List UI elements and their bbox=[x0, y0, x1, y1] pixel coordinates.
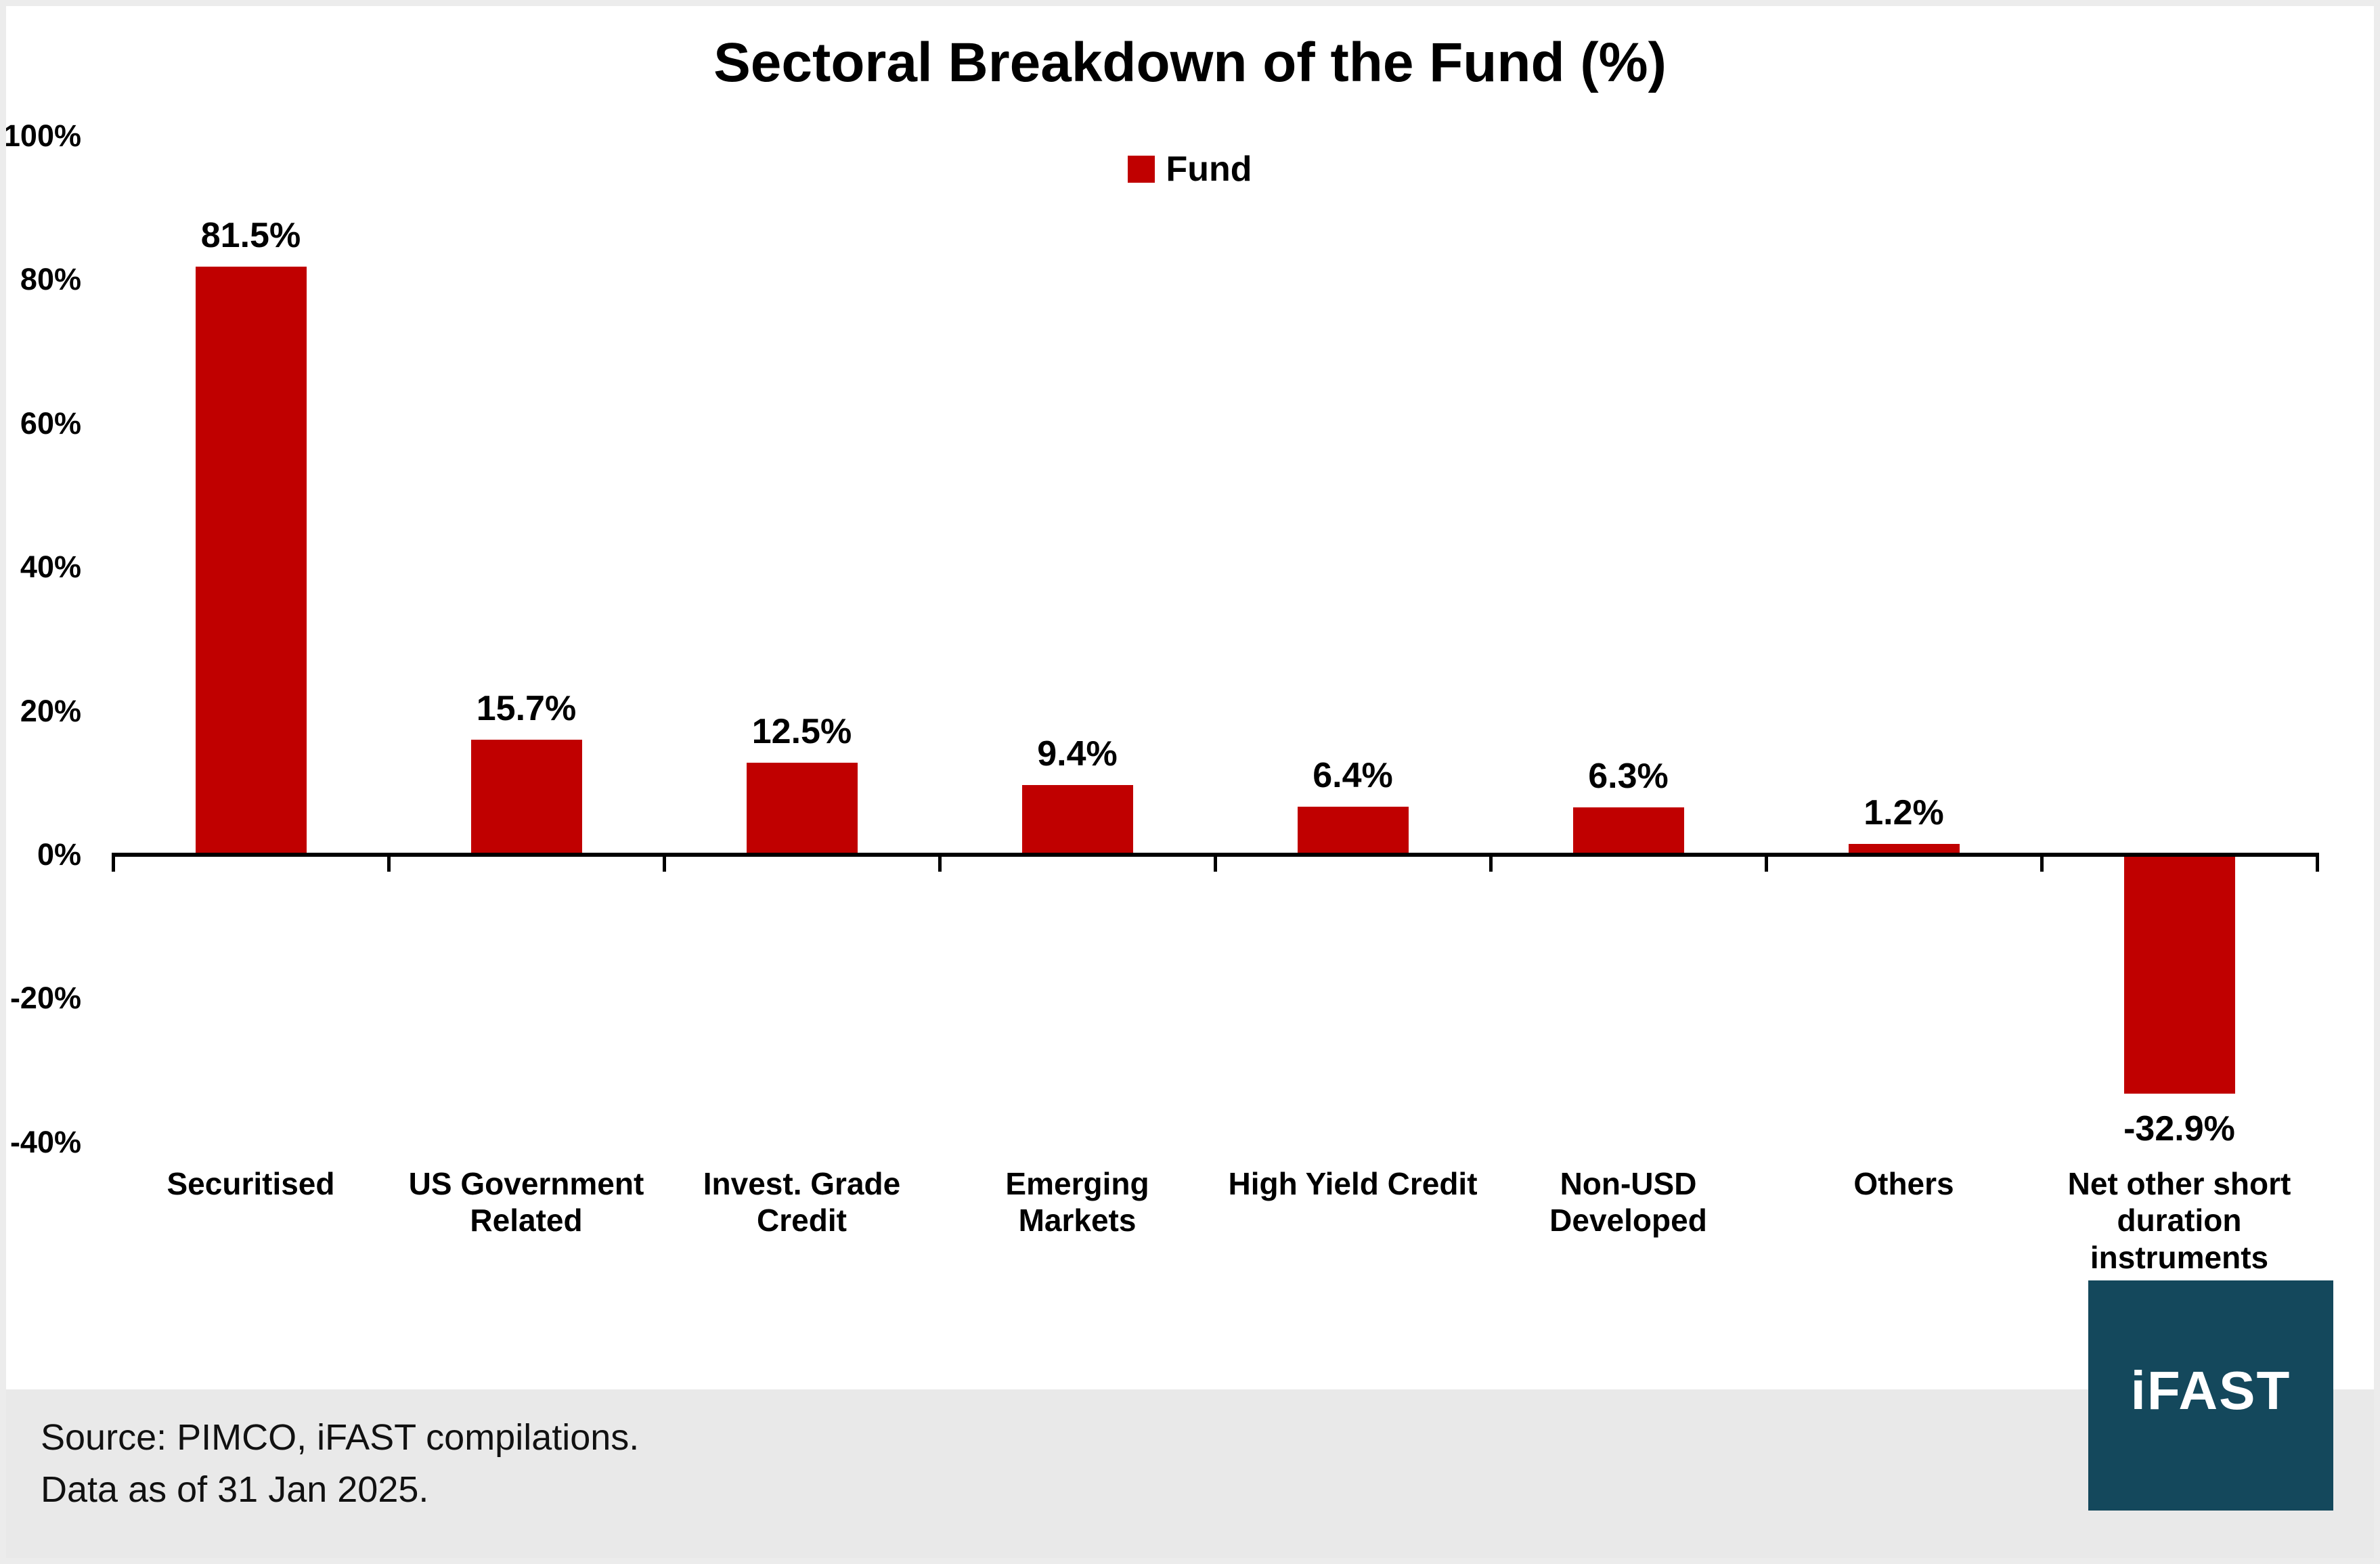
source-block: Source: PIMCO, iFAST compilations. Data … bbox=[41, 1412, 639, 1515]
ifast-logo: iFAST bbox=[2088, 1280, 2333, 1511]
y-axis-tick-label: 40% bbox=[20, 550, 81, 585]
x-axis-tick bbox=[1489, 853, 1493, 872]
y-axis-tick-label: 100% bbox=[3, 118, 81, 153]
bar bbox=[1297, 807, 1409, 853]
y-axis-tick-label: 60% bbox=[20, 405, 81, 441]
bar-value-label: 1.2% bbox=[1864, 793, 1944, 833]
x-axis-tick bbox=[2315, 853, 2319, 872]
bar bbox=[1021, 785, 1133, 853]
bar bbox=[470, 740, 582, 853]
category-label: Net other short duration instruments bbox=[2067, 1166, 2291, 1275]
bar-value-label: 6.3% bbox=[1588, 757, 1669, 797]
bar-value-label: -32.9% bbox=[2123, 1109, 2235, 1148]
y-axis-tick-label: -20% bbox=[9, 981, 81, 1016]
x-axis-tick bbox=[662, 853, 666, 872]
x-axis-tick bbox=[111, 853, 115, 872]
bar-value-label: 6.4% bbox=[1313, 756, 1393, 795]
legend-label: Fund bbox=[1166, 150, 1252, 189]
x-axis-tick bbox=[938, 853, 942, 872]
category-label: Invest. Grade Credit bbox=[703, 1166, 901, 1238]
bar-value-label: 9.4% bbox=[1037, 734, 1118, 774]
legend: Fund bbox=[0, 149, 2380, 189]
bar-value-label: 15.7% bbox=[476, 689, 577, 729]
bar bbox=[1848, 844, 1960, 853]
x-axis-tick bbox=[2040, 853, 2044, 872]
footer-band bbox=[0, 1389, 2380, 1564]
fund-legend-swatch-icon bbox=[1128, 156, 1155, 183]
chart-title: Sectoral Breakdown of the Fund (%) bbox=[713, 32, 1667, 93]
y-axis-tick-label: 20% bbox=[20, 693, 81, 728]
category-label: Emerging Markets bbox=[1005, 1166, 1149, 1238]
category-label: Non-USD Developed bbox=[1549, 1166, 1707, 1238]
bar bbox=[1572, 807, 1684, 853]
x-axis-tick bbox=[387, 853, 391, 872]
data-as-of-text: Data as of 31 Jan 2025. bbox=[41, 1469, 429, 1510]
y-axis-tick-label: 0% bbox=[37, 837, 81, 872]
bar bbox=[195, 267, 307, 853]
x-axis-tick bbox=[1764, 853, 1768, 872]
bar bbox=[746, 763, 858, 853]
y-axis-tick-label: -40% bbox=[9, 1124, 81, 1159]
source-text: Source: PIMCO, iFAST compilations. bbox=[41, 1417, 640, 1458]
category-label: High Yield Credit bbox=[1228, 1166, 1478, 1201]
category-label: Securitised bbox=[167, 1166, 335, 1201]
bar bbox=[2123, 857, 2235, 1094]
y-axis-tick-label: 80% bbox=[20, 262, 81, 297]
bar-value-label: 12.5% bbox=[751, 712, 852, 752]
x-axis-tick bbox=[1213, 853, 1217, 872]
category-label: Others bbox=[1853, 1166, 1954, 1201]
category-label: US Government Related bbox=[408, 1166, 644, 1238]
bar-value-label: 81.5% bbox=[200, 216, 301, 256]
ifast-logo-text: iFAST bbox=[2130, 1360, 2291, 1421]
